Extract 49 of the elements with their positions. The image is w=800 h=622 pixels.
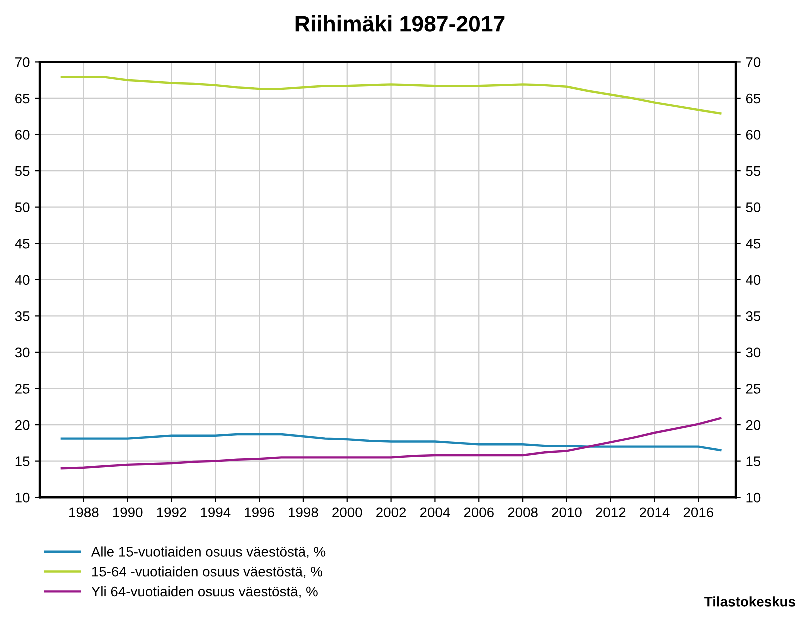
x-tick-label: 2002	[376, 508, 406, 518]
y2-tick-label: 35	[746, 312, 761, 322]
line-series	[60, 417, 722, 470]
x-tick-label: 1994	[201, 508, 231, 518]
y-tick-label: 40	[15, 275, 30, 286]
x-tick-label: 2006	[464, 508, 494, 518]
y2-tick-label: 40	[746, 275, 761, 286]
y-tick-label: 15	[16, 456, 30, 466]
y2-tick-label: 65	[746, 94, 761, 104]
legend-label: Alle 15-vuotiaiden osuus väestöstä, %	[91, 546, 326, 559]
x-tick-label: 1992	[157, 508, 186, 518]
x-tick-label: 2004	[420, 508, 450, 518]
x-tick-label: 2016	[684, 508, 714, 518]
y2-tick-label: 50	[746, 202, 761, 213]
x-tick-label: 1996	[245, 508, 274, 518]
x-tick-label: 1988	[70, 508, 99, 518]
y-tick-label: 25	[16, 384, 30, 394]
x-tick-label: 1990	[113, 508, 143, 518]
y2-tick-label: 10	[746, 492, 761, 503]
y2-tick-label: 15	[746, 456, 761, 466]
y2-tick-label: 45	[746, 239, 761, 249]
x-tick-label: 2012	[596, 508, 626, 518]
y-tick-label: 70	[16, 58, 30, 68]
y2-tick-label: 70	[746, 58, 761, 68]
line-series	[60, 76, 722, 115]
x-tick-label: 2008	[508, 508, 538, 518]
x-tick-label: 2000	[332, 508, 362, 518]
x-tick-label: 2014	[640, 508, 670, 518]
x-tick-label: 1998	[289, 508, 318, 518]
y-tick-label: 10	[16, 492, 30, 503]
y-tick-label: 65	[16, 94, 30, 104]
y-tick-label: 35	[15, 312, 30, 322]
y-tick-label: 20	[16, 420, 30, 430]
text: Tilastokeskus	[704, 596, 796, 607]
y-tick-label: 45	[15, 239, 30, 249]
legend-label: 15-64 -vuotiaiden osuus väestöstä, %	[92, 566, 323, 578]
chart-title: Riihimäki 1987-2017	[296, 16, 505, 32]
y-tick-label: 50	[15, 202, 30, 213]
legend-label: Yli 64-vuotiaiden osuus väestöstä, %	[92, 586, 318, 598]
y2-tick-label: 25	[746, 384, 761, 394]
line-series	[60, 433, 722, 452]
y2-tick-label: 60	[746, 130, 761, 140]
x-tick-label: 2010	[552, 508, 582, 518]
y2-tick-label: 55	[746, 166, 761, 176]
y2-tick-label: 30	[746, 348, 761, 358]
y2-tick-label: 20	[746, 420, 761, 430]
y-tick-label: 30	[15, 348, 30, 358]
y-tick-label: 55	[15, 166, 30, 176]
y-tick-label: 60	[16, 130, 30, 140]
